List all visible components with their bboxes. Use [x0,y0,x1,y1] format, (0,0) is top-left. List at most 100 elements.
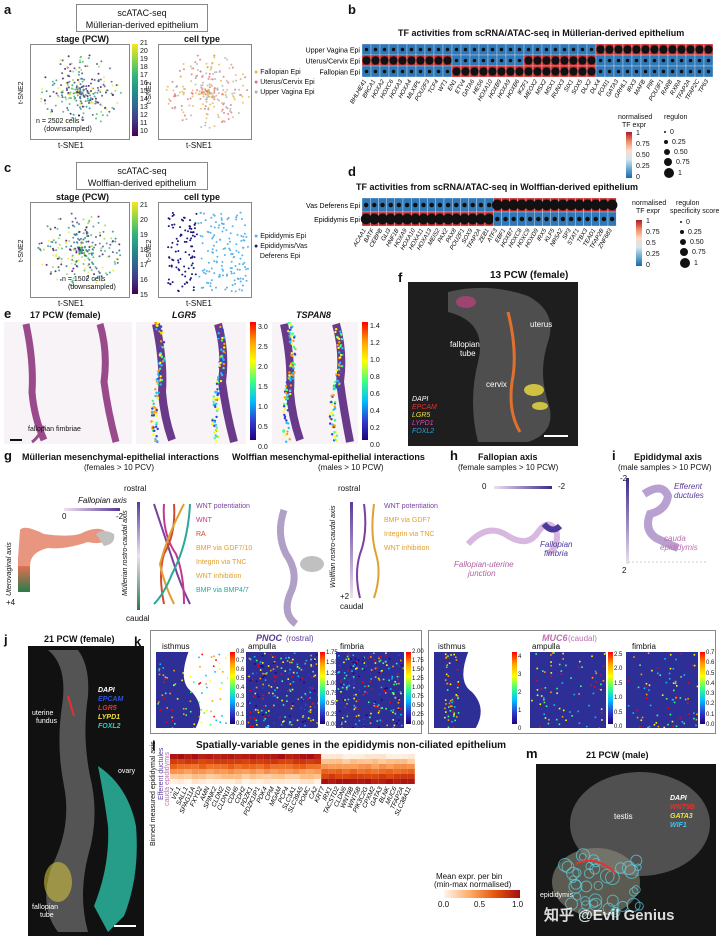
e-tspan8-dot [290,352,293,355]
c-stage-dot [93,278,96,281]
k-plot-spot [159,709,161,711]
k-plot-spot [391,692,394,694]
c-legend: ● Epididymis Epi ● Epididymis/Vas Defere… [254,232,308,262]
k-plot-spot [388,657,391,660]
k-plot-spot [344,699,346,701]
e-tspan8-dot [334,380,337,384]
k-plot-spot [284,716,286,718]
c-ct-dot [188,253,191,256]
e-tspan8-dot [334,327,338,331]
k-plot-spot [224,657,227,659]
m-tubule [558,857,573,872]
k-colorbar-3 [512,652,517,724]
c-ct-dot [215,249,218,252]
k-plot-spot [535,653,538,655]
m-tubule [593,880,604,891]
k-plot-spot [373,659,376,661]
k-plot-spot [362,693,365,695]
k-plot-spot [571,715,573,717]
d-row-label: Epididymis Epi [314,217,360,224]
k-plot-spot [355,668,357,670]
a-ct-dot [230,63,233,66]
k-plot-spot [358,675,360,678]
k-plot-3 [434,652,510,728]
c-ct-dot [195,233,198,236]
c-ct-dot [171,281,174,284]
k-plot-spot [448,703,451,706]
a-ct-dot [204,105,207,108]
a-stage-dot [51,84,54,87]
k-plot-spot [376,705,379,708]
k-colorbar-1 [320,652,325,724]
c-stage-dot [116,261,119,264]
k-plot-spot [545,705,548,708]
k-plot-spot [380,670,382,672]
k-tick: 2.5 [614,652,623,658]
k-plot-spot [213,715,215,718]
e-cb2-tick-1: 1.2 [370,340,380,347]
k-tick: 0.3 [236,694,245,700]
a-ct-dot [227,81,230,84]
c-stage-dot [41,263,44,266]
k-colorbar-ticks-1: 1.75 1.50 1.25 1.00 0.75 0.50 0.25 0.00 [326,648,338,730]
a-stage-dot [69,112,72,115]
f-micrograph [408,282,578,446]
j-legend: DAPI EPCAM LGR5 LYPD1 FOXL2 [98,686,123,731]
e-tspan8-dot [330,394,333,398]
e-tspan8-dot [282,403,286,406]
d-dot [459,213,470,225]
c-stage-dot [74,263,77,266]
c-stage-dot [79,246,82,249]
a-stage-dot [88,99,91,102]
e-lgr5-dot [162,340,166,344]
k-plot-spot [633,656,635,658]
k-plot-spot [447,715,450,718]
a-ct-dot [213,91,216,94]
k-plot-spot [565,664,567,667]
k-plot-spot [262,683,264,686]
h-vm2: -2 [558,482,566,491]
b-dot [364,47,369,52]
e-tspan8-dot [282,410,285,413]
k-plot-spot [381,720,383,723]
k-pnoc-group [150,630,422,734]
m-micrograph [536,764,716,936]
i-diagram [626,478,708,564]
b-dot [697,69,702,74]
a-stage-dot [55,121,58,124]
k-plot-spot [454,696,457,699]
k-plot-spot [262,713,264,716]
e-lgr5-dot [150,410,154,414]
a-stage-dot [61,59,64,62]
m-tubule [631,885,641,895]
b-dot [436,69,441,74]
a-ct-dot [198,90,201,93]
k-plot-spot [539,726,542,728]
l-cell [378,759,386,764]
a-ct-dot [202,81,205,84]
b-dot [560,56,569,65]
a-stage-dot [65,119,68,122]
a-ct-dot [217,113,220,116]
c-stage-dot [78,230,81,233]
k-plot-spot [395,662,398,665]
k-region-2b: ampulla [532,642,561,651]
k-plot-spot [353,697,355,700]
a-stage-dot [73,67,76,70]
c-ct-dot [219,238,222,241]
k-tick: 1.25 [412,676,424,682]
e-lgr5-dot [158,371,162,375]
a-cbar-tick-0: 21 [140,40,148,47]
k-plot-spot [304,704,307,707]
k-plot-spot [313,675,315,678]
k-plot-spot [262,705,265,707]
e-tspan8-dot [286,430,289,433]
a-stage-dot [79,56,82,59]
l-cell [242,769,250,774]
c-ct-dot [192,289,195,292]
k-plot-spot [455,694,458,696]
b-dot [542,67,551,76]
k-tick: 0.2 [236,703,245,709]
a-ct-dot [196,89,199,92]
l-cell [386,754,394,759]
